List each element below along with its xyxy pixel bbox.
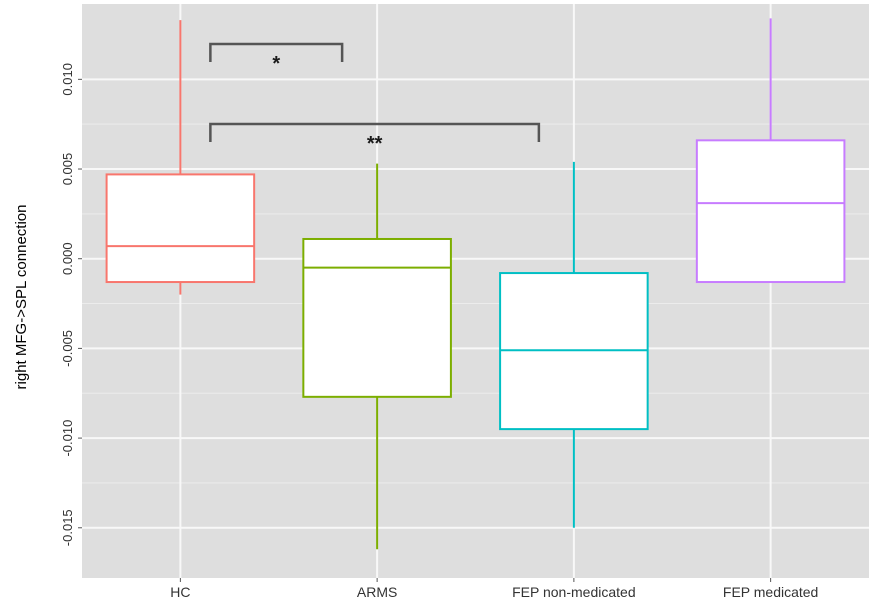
plot-panel bbox=[82, 4, 869, 578]
y-axis-title: right MFG->SPL connection bbox=[13, 205, 30, 390]
y-tick-label: 0.010 bbox=[60, 63, 75, 96]
y-tick-label: -0.005 bbox=[60, 330, 75, 367]
significance-label: * bbox=[272, 53, 280, 75]
box-fep-non-medicated bbox=[499, 161, 649, 528]
y-tick-label: -0.010 bbox=[60, 420, 75, 457]
significance-brackets: *** bbox=[209, 42, 541, 155]
x-axis-ticks: HC ARMS FEP non-medicated FEP medicated bbox=[170, 578, 818, 600]
boxes bbox=[105, 18, 846, 550]
x-tick-label: ARMS bbox=[357, 584, 397, 600]
significance-label: ** bbox=[367, 133, 383, 155]
y-tick-label: -0.015 bbox=[60, 509, 75, 546]
y-axis-ticks: 0.010 0.005 0.000 -0.005 -0.010 -0.015 bbox=[60, 63, 82, 546]
box-fep-medicated bbox=[695, 18, 846, 284]
x-tick-label: FEP non-medicated bbox=[512, 584, 635, 600]
y-tick-label: 0.005 bbox=[60, 153, 75, 186]
significance-bracket bbox=[209, 42, 344, 62]
x-tick-label: HC bbox=[170, 584, 190, 600]
significance-bracket bbox=[209, 122, 541, 142]
box-hc bbox=[105, 20, 256, 295]
box-body bbox=[695, 139, 846, 284]
x-tick-label: FEP medicated bbox=[723, 584, 818, 600]
box-body bbox=[302, 237, 452, 398]
box-arms bbox=[302, 163, 452, 550]
y-tick-label: 0.000 bbox=[60, 242, 75, 275]
box-body bbox=[105, 173, 256, 284]
